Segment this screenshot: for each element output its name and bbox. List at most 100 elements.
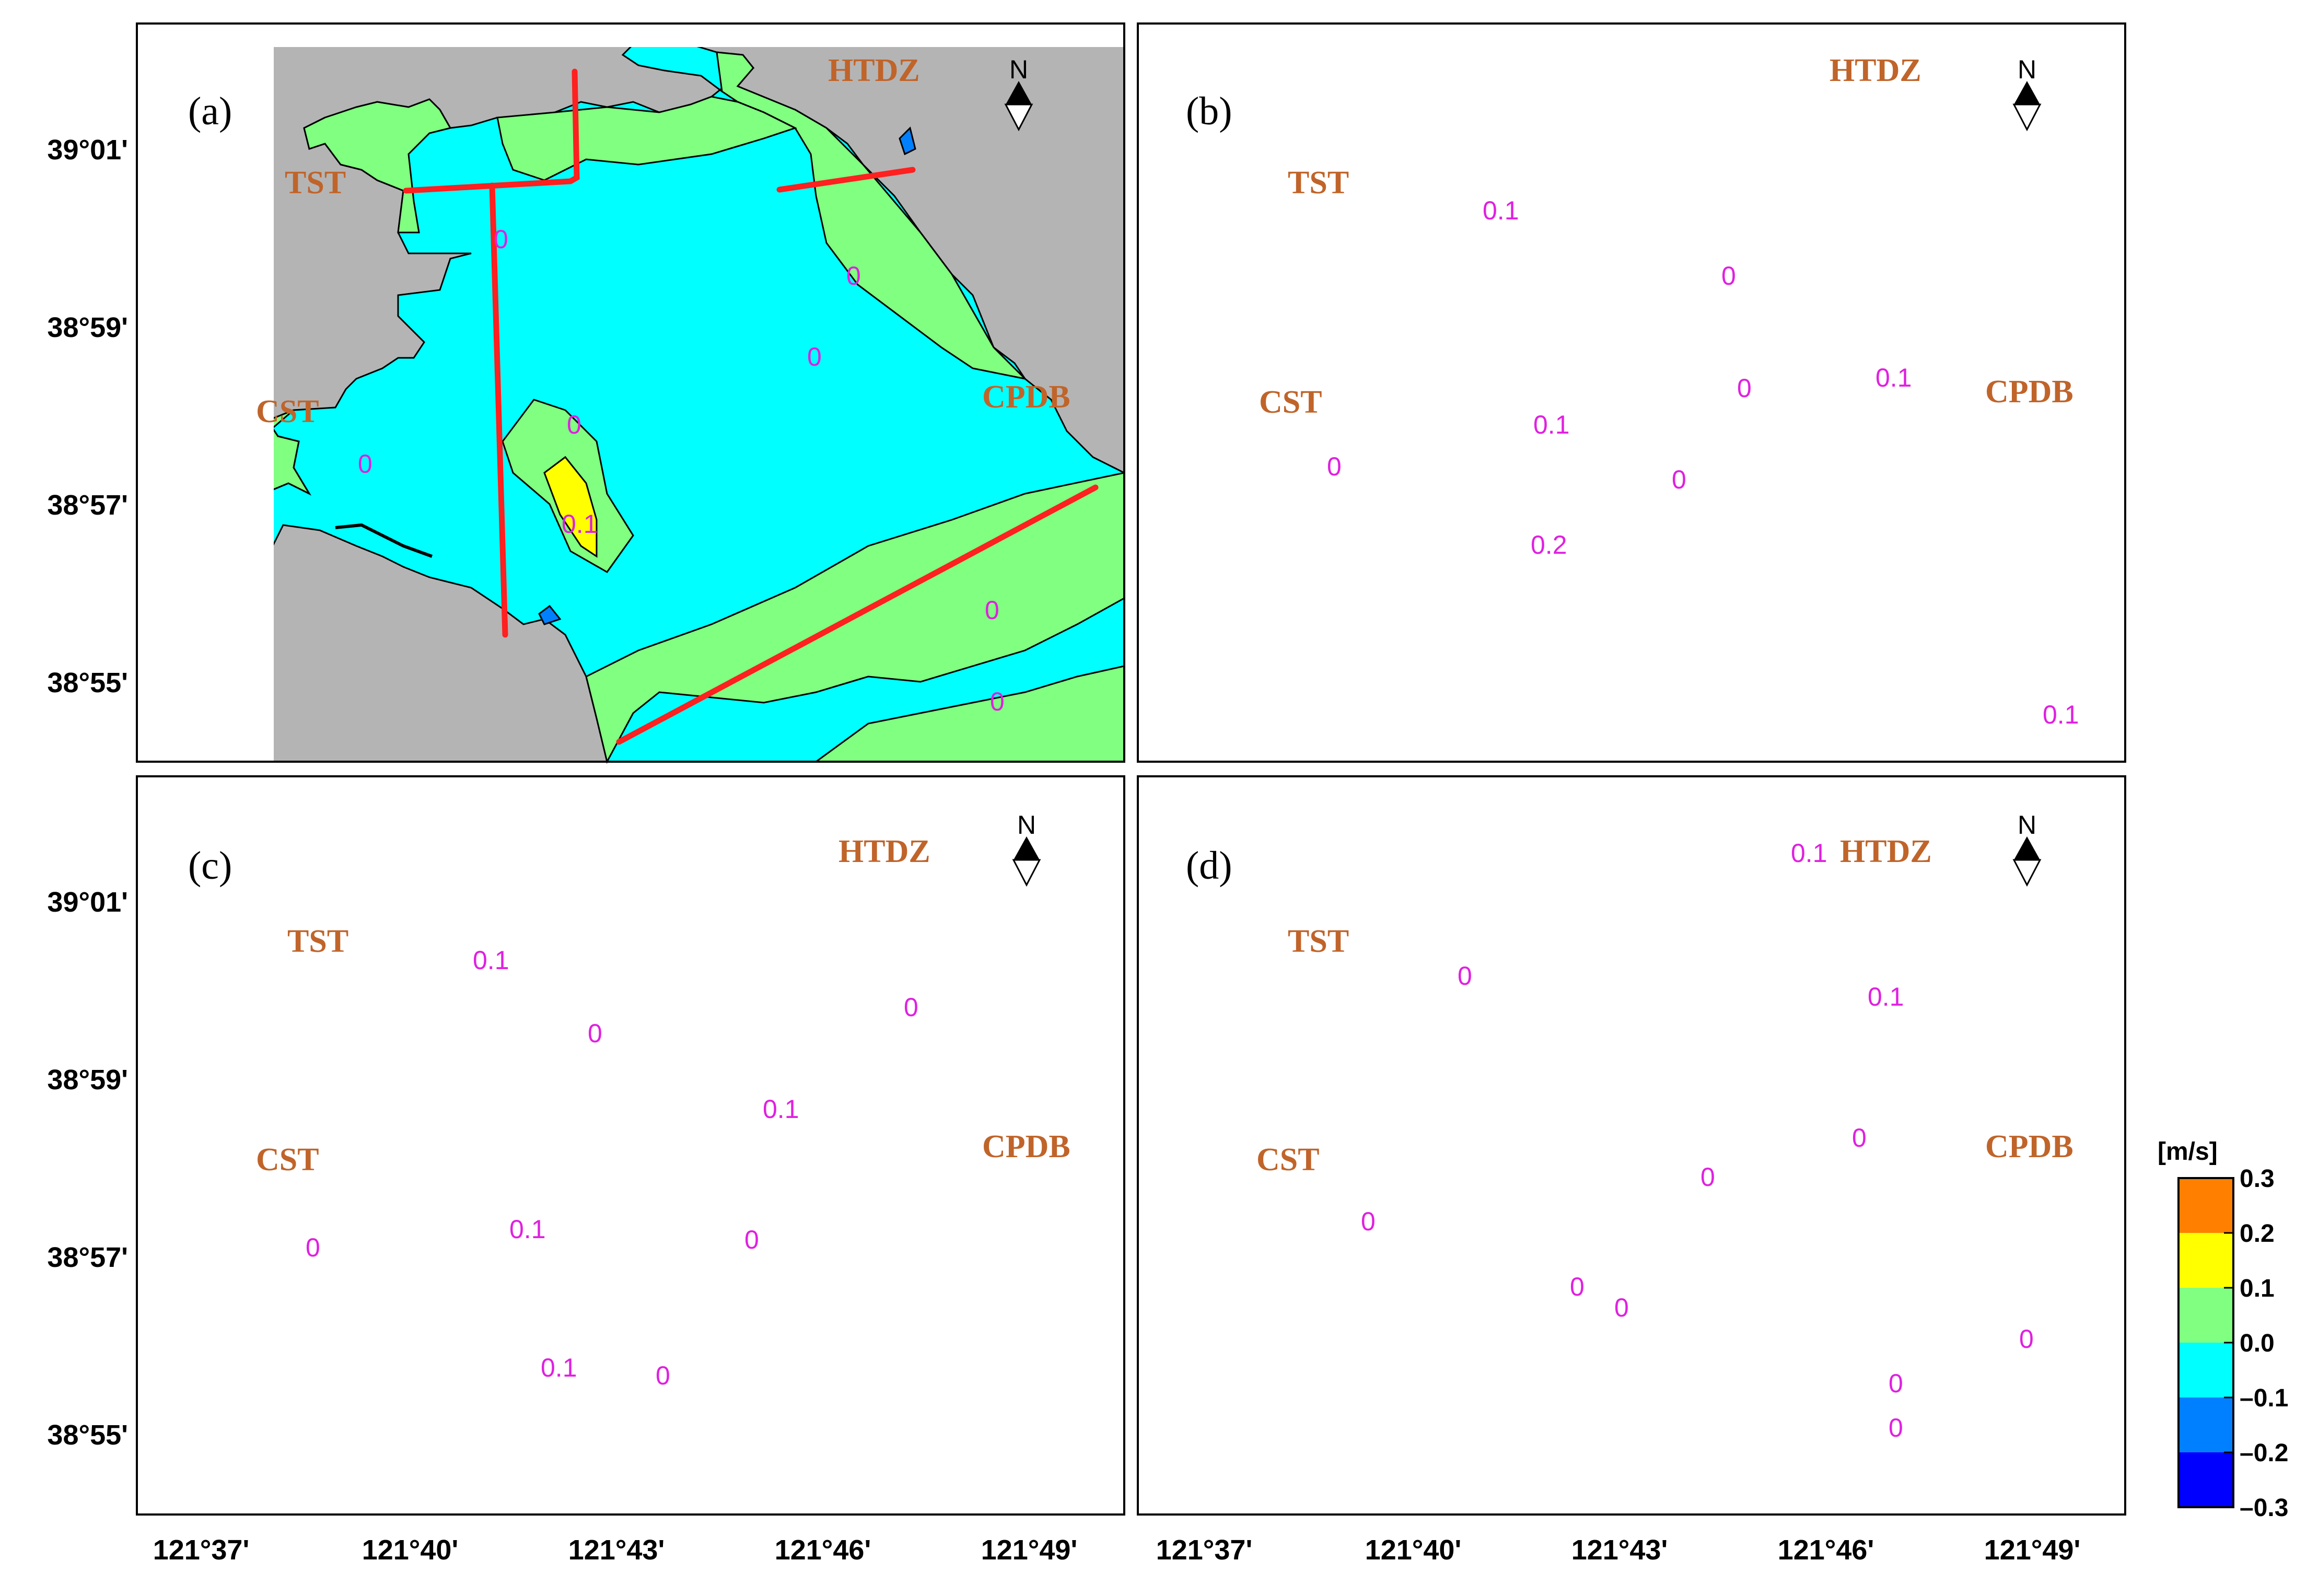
colorbar-tick-label: –0.3 [2240, 1494, 2288, 1522]
colorbar-swatch [2178, 1178, 2233, 1233]
contour-label: 0.2 [1531, 530, 1567, 560]
contour-label: 0 [1721, 261, 1736, 290]
place-label-cpdb: CPDB [982, 1129, 1070, 1164]
contour-label: 0.1 [2043, 700, 2079, 729]
north-arrow-up-icon [1013, 836, 1040, 860]
contour-label: 0 [567, 410, 581, 439]
north-arrow-down-icon [1004, 103, 1033, 132]
contour-label: 0 [1700, 1162, 1715, 1192]
y-tick-label: 38°57' [47, 490, 128, 521]
colorbar-swatch [2178, 1452, 2233, 1507]
y-tick-label: 38°59' [47, 1064, 128, 1096]
panel-a: (a) HTDZ TST CST CPDB N 0 0 0 0 0.1 0 0 … [136, 22, 1125, 764]
contour-label: 0.1 [1875, 363, 1912, 392]
panel-c: (c) HTDZ TST CST CPDB N 0.1 0 0 0.1 0.1 … [136, 775, 1125, 1516]
place-label-cpdb: CPDB [982, 379, 1070, 415]
north-arrow-up-icon [2014, 836, 2040, 860]
contour-label: 0 [1737, 374, 1752, 403]
panel-label: (d) [1186, 844, 1232, 888]
colorbar-swatches [2178, 1178, 2233, 1507]
panel-label: (b) [1186, 89, 1232, 133]
colorbar-unit: [m/s] [2158, 1138, 2218, 1166]
colorbar-tick-label: 0.3 [2240, 1165, 2275, 1193]
x-tick-label: 121°43' [1571, 1534, 1668, 1566]
contour-label: 0 [494, 225, 508, 254]
contour-label: 0.1 [509, 1215, 546, 1244]
place-label-cpdb: CPDB [1985, 374, 2073, 410]
contour-label: 0 [1889, 1413, 1903, 1442]
x-axis-ticks-right: 121°37' 121°40' 121°43' 121°46' 121°49' [1156, 1534, 2081, 1566]
x-tick-label: 121°49' [1984, 1534, 2081, 1566]
colorbar-ticks: 0.3 0.2 0.1 0.0 –0.1 –0.2 –0.3 [2224, 1165, 2288, 1522]
x-tick-label: 121°49' [981, 1534, 1078, 1566]
contour-label: 0 [1458, 961, 1472, 991]
north-arrow-up-icon [1006, 81, 1032, 104]
contour-label: 0 [1570, 1272, 1584, 1301]
x-axis-ticks-left: 121°37' 121°40' 121°43' 121°46' 121°49' [153, 1534, 1078, 1566]
contour-label: 0.1 [1483, 196, 1519, 225]
y-tick-label: 39°01' [47, 134, 128, 166]
panel-label: (a) [188, 89, 232, 133]
colorbar-swatch [2178, 1288, 2233, 1343]
contour-label: 0 [1614, 1293, 1629, 1322]
contour-label: 0.1 [562, 509, 598, 539]
north-arrow: N [1012, 810, 1041, 887]
contour-label: 0.1 [1791, 838, 1827, 868]
contour-label: 0 [744, 1225, 759, 1254]
x-tick-label: 121°46' [775, 1534, 871, 1566]
colorbar-tick-label: –0.2 [2240, 1439, 2288, 1467]
contour-label: 0 [656, 1361, 670, 1390]
colorbar: [m/s] 0.3 0.2 0.1 0.0 –0.1 –0.2 –0.3 [2158, 1138, 2288, 1522]
contour-label: 0 [1327, 452, 1342, 481]
north-arrow: N [1004, 55, 1033, 132]
contour-label: 0 [1889, 1369, 1903, 1398]
panel-d: (d) HTDZ TST CST CPDB N 0.1 0 0.1 0 0 0 … [1137, 775, 2126, 1516]
north-arrow-down-icon [2012, 103, 2042, 132]
north-label: N [2018, 810, 2036, 840]
y-tick-label: 38°59' [47, 312, 128, 343]
place-label-cpdb: CPDB [1985, 1129, 2073, 1164]
contour-label: 0 [985, 596, 999, 625]
place-label-tst: TST [287, 924, 348, 959]
y-tick-label: 39°01' [47, 887, 128, 918]
y-axis-ticks-top: 39°01' 38°59' 38°57' 38°55' [47, 134, 128, 698]
contour-label: 0.1 [541, 1353, 577, 1382]
north-arrow: N [2012, 55, 2042, 132]
contour-label: 0 [904, 993, 918, 1022]
contour-label: 0 [807, 342, 822, 371]
contour-label: 0 [1672, 465, 1686, 494]
contour-label: 0 [1361, 1207, 1376, 1236]
north-arrow-down-icon [1012, 859, 1041, 887]
north-arrow-up-icon [2014, 81, 2040, 104]
x-tick-label: 121°46' [1778, 1534, 1874, 1566]
contour-label: 0 [306, 1233, 320, 1262]
place-label-tst: TST [1288, 165, 1349, 201]
place-label-htdz: HTDZ [1840, 834, 1932, 869]
contour-label: 0 [358, 449, 372, 479]
place-label-cst: CST [1256, 1142, 1320, 1178]
contour-label: 0.1 [473, 946, 509, 975]
y-axis-ticks-bottom: 39°01' 38°59' 38°57' 38°55' [47, 887, 128, 1451]
contour-label: 0.1 [763, 1094, 799, 1124]
x-tick-label: 121°40' [1365, 1534, 1462, 1566]
place-label-htdz: HTDZ [828, 53, 920, 88]
colorbar-tick-label: 0.0 [2240, 1330, 2275, 1357]
colorbar-swatch [2178, 1343, 2233, 1397]
contour-label: 0 [1852, 1123, 1867, 1152]
colorbar-swatch [2178, 1397, 2233, 1452]
contour-label: 0 [588, 1019, 602, 1048]
place-label-cst: CST [256, 394, 319, 429]
north-arrow-down-icon [2012, 859, 2042, 887]
contour-label: 0.1 [1533, 410, 1570, 439]
colorbar-swatch [2178, 1233, 2233, 1288]
contour-label: 0 [990, 687, 1005, 716]
colorbar-tick-label: 0.1 [2240, 1275, 2275, 1302]
x-tick-label: 121°43' [568, 1534, 665, 1566]
y-tick-label: 38°55' [47, 1419, 128, 1451]
north-label: N [1017, 810, 1036, 840]
x-tick-label: 121°37' [1156, 1534, 1253, 1566]
x-tick-label: 121°40' [362, 1534, 459, 1566]
panel-label: (c) [188, 844, 232, 888]
colorbar-tick-label: –0.1 [2240, 1384, 2288, 1412]
